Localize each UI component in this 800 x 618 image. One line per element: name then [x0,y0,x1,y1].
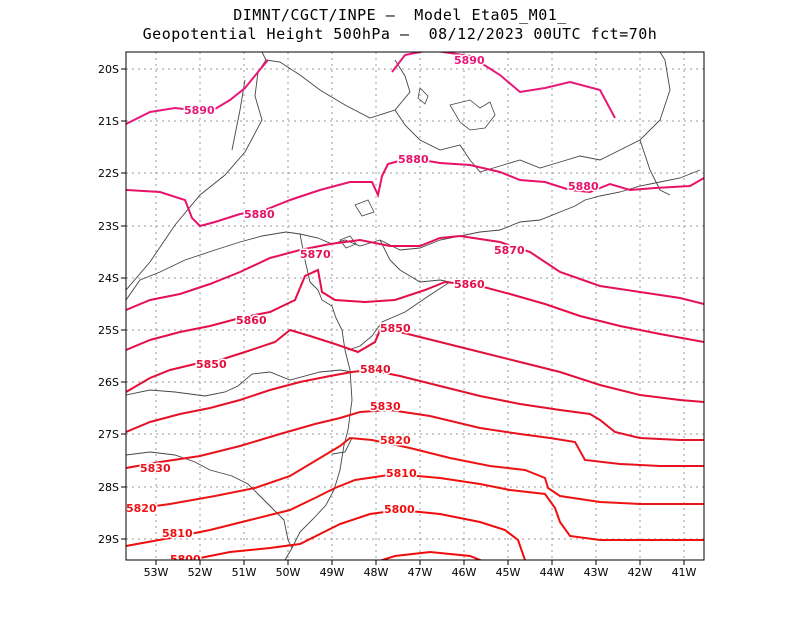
lon-tick-label: 46W [452,566,477,579]
lon-tick-label: 44W [540,566,565,579]
lat-tick-label: 25S [98,324,119,337]
lon-tick-label: 49W [320,566,345,579]
lakes-islands [339,87,496,249]
lat-tick-label: 29S [98,533,119,546]
chart-title-line1: DIMNT/CGCT/INPE – Model Eta05_M01_ [233,6,567,24]
contour-label: 5870 [300,248,331,261]
contour-label: 5820 [380,434,411,447]
contour-5790 [379,550,483,560]
lon-tick-label: 52W [188,566,213,579]
contour-label: 5860 [454,278,485,291]
lon-tick-label: 48W [364,566,389,579]
contour-label: 5800 [170,553,201,566]
contour-label: 5830 [370,400,401,413]
contour-5810 [126,472,704,547]
lon-tick-label: 53W [144,566,169,579]
contour-5840 [126,368,704,441]
chart-title-line2: Geopotential Height 500hPa – 08/12/2023 … [142,25,658,43]
lon-tick-label: 41W [672,566,697,579]
lat-tick-label: 26S [98,376,119,389]
lat-tick-label: 20S [98,63,119,76]
contour-label: 5800 [384,503,415,516]
contour-label: 5890 [454,54,485,67]
lat-tick-label: 22S [98,167,119,180]
contour-label: 5850 [380,322,411,335]
lon-tick-label: 42W [628,566,653,579]
lon-tick-label: 51W [232,566,257,579]
contour-label: 5880 [398,153,429,166]
contour-label: 5880 [568,180,599,193]
coastline-borders [126,52,701,560]
map-frame [125,51,705,561]
contour-label: 5810 [162,527,193,540]
contour-label: 5860 [236,314,267,327]
contour-5880 [126,156,704,228]
contour-label: 5830 [140,462,171,475]
lat-tick-label: 24S [98,272,119,285]
contour-5870 [126,234,704,311]
contour-label: 5840 [360,363,391,376]
lon-tick-label: 47W [408,566,433,579]
lon-tick-label: 45W [496,566,521,579]
axis-ticks [121,68,685,565]
lat-tick-label: 23S [98,220,119,233]
contour-5850 [126,328,704,403]
grid-lines [126,52,704,560]
contour-5860 [126,268,704,351]
contour-label: 5850 [196,358,227,371]
contour-5890-east [391,52,616,119]
contour-5830 [126,408,704,469]
lat-tick-label: 21S [98,115,119,128]
contour-5890-west [126,59,269,125]
contour-label: 5880 [244,208,275,221]
contour-label: 5870 [494,244,525,257]
contour-label: 5810 [386,467,417,480]
lon-tick-label: 43W [584,566,609,579]
lat-tick-label: 28S [98,481,119,494]
contour-label: 5820 [126,502,157,515]
contour-5800 [184,508,527,560]
contour-5820 [126,436,704,511]
lon-tick-label: 50W [276,566,301,579]
lat-tick-label: 27S [98,428,119,441]
contour-label: 5890 [184,104,215,117]
